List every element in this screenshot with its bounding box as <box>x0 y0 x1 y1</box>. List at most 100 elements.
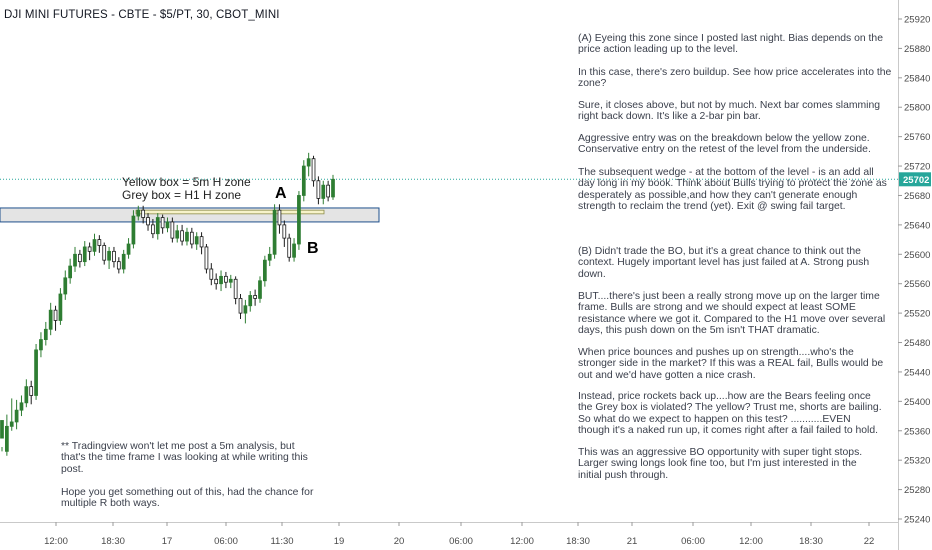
candle-body <box>277 209 282 226</box>
candle-body <box>68 265 73 279</box>
note-pin-bar: Sure, it closes above, but not by much. … <box>578 100 881 123</box>
note-bo-opportunity: This was an aggressive BO opportunity wi… <box>578 447 863 481</box>
note-hope: Hope you get something out of this, had … <box>61 487 314 510</box>
x-tick-label: 17 <box>162 536 173 547</box>
candle-body <box>301 165 306 196</box>
candle-body <box>224 275 228 283</box>
candle-body <box>180 230 184 242</box>
x-tick-label: 12:00 <box>739 536 763 547</box>
candle-body <box>155 217 160 235</box>
y-tick-label: 25320 <box>904 456 930 467</box>
candle-body <box>112 250 116 263</box>
candle-body <box>43 328 48 340</box>
candles-layer <box>0 152 335 456</box>
x-tick-label: 18:30 <box>101 536 125 547</box>
candle-body <box>29 386 34 396</box>
candle-body <box>262 259 267 282</box>
candle-body <box>136 209 141 217</box>
candle-body <box>92 239 97 252</box>
candle-body <box>126 243 131 255</box>
candle-body <box>131 215 136 245</box>
candle-body <box>73 253 77 267</box>
candle-body <box>272 209 277 255</box>
note-b-intro: (B) Didn't trade the BO, but it's a grea… <box>578 246 870 280</box>
candle-body <box>97 239 102 246</box>
candle-body <box>326 184 330 198</box>
yellow-zone-box <box>135 209 325 215</box>
x-tick-label: 11:30 <box>270 536 293 547</box>
y-tick-label: 25280 <box>904 485 930 496</box>
candle-body <box>292 243 296 258</box>
x-tick-label: 06:00 <box>214 536 238 547</box>
candle-body <box>151 224 155 235</box>
price-axis: 25920 25880 25840 25800 25760 25720 25680 25640… <box>898 0 932 550</box>
candle-body <box>170 221 175 239</box>
candle-body <box>5 425 9 452</box>
note-zero-buildup: In this case, there's zero buildup. See … <box>578 67 892 90</box>
candle-body <box>87 246 92 252</box>
y-tick-label: 25840 <box>904 73 930 84</box>
y-tick-label: 25640 <box>904 220 930 231</box>
y-tick-label: 25720 <box>904 162 930 173</box>
candle-body <box>19 402 24 411</box>
x-tick-label: 06:00 <box>681 536 705 547</box>
candle-body <box>331 178 335 198</box>
candle-body <box>141 209 146 218</box>
candle-body <box>185 231 189 242</box>
note-tradingview: ** Tradingview won't let me post a 5m an… <box>61 441 308 475</box>
y-tick-label: 25520 <box>904 309 930 320</box>
candle-body <box>9 421 14 427</box>
note-but: BUT....there's just been a really strong… <box>578 291 886 337</box>
x-tick-label: 18:30 <box>799 536 823 547</box>
y-tick-label: 25400 <box>904 397 930 408</box>
price-axis-bg <box>898 0 932 550</box>
candle-body <box>121 253 126 270</box>
note-a-intro: (A) Eyeing this zone since I posted last… <box>578 33 883 56</box>
y-tick-label: 25920 <box>904 15 930 26</box>
y-tick-label: 25560 <box>904 279 930 290</box>
y-tick-label: 25600 <box>904 250 930 261</box>
candle-body <box>189 231 194 245</box>
candle-body <box>58 293 63 321</box>
candle-body <box>297 195 301 245</box>
x-tick-label: 12:00 <box>44 536 68 547</box>
yellow-box-label: Yellow box = 5m H zone <box>122 175 251 189</box>
candle-body <box>253 295 257 299</box>
point-a-label: A <box>275 185 287 202</box>
candle-body <box>311 158 316 182</box>
candle-body <box>287 237 292 258</box>
candle-body <box>39 339 43 351</box>
zones-layer <box>0 207 380 223</box>
candle-body <box>306 158 311 167</box>
candle-body <box>107 250 111 261</box>
candle-body <box>194 236 199 245</box>
candle-body <box>34 349 38 396</box>
candle-body <box>78 253 82 263</box>
grey-box-label: Grey box = H1 H zone <box>122 188 242 202</box>
y-tick-label: 25240 <box>904 515 930 526</box>
x-tick-label: 19 <box>334 536 345 547</box>
note-rocket: Instead, price rockets back up....how ar… <box>578 391 882 437</box>
point-b-label: B <box>307 240 319 257</box>
x-tick-label: 20 <box>394 536 405 547</box>
candle-body <box>165 221 170 229</box>
x-tick-label: 06:00 <box>449 536 473 547</box>
last-price-label: 25702 <box>903 175 929 186</box>
y-tick-label: 25440 <box>904 367 930 378</box>
candle-body <box>116 261 121 270</box>
candle-body <box>316 180 321 199</box>
candle-body <box>282 224 287 239</box>
candle-body <box>267 253 272 261</box>
candle-body <box>102 245 107 261</box>
y-tick-label: 25360 <box>904 426 930 437</box>
candle-body <box>160 217 165 229</box>
candle-body <box>233 278 238 299</box>
candle-body <box>63 277 68 295</box>
candle-body <box>248 295 253 307</box>
chart-title: DJI MINI FUTURES - CBTE - $5/PT, 30, CBO… <box>4 9 280 21</box>
last-price-tag <box>899 172 931 187</box>
candle-body <box>53 309 58 321</box>
candle-body <box>24 386 29 404</box>
candle-body <box>321 184 326 199</box>
